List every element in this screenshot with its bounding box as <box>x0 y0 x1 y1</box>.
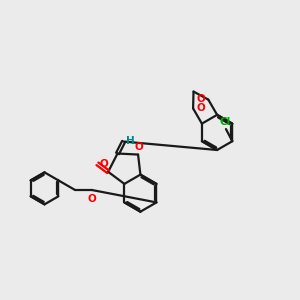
Text: O: O <box>100 159 108 170</box>
Text: O: O <box>196 94 205 104</box>
Text: H: H <box>126 136 135 146</box>
Text: O: O <box>135 142 143 152</box>
Text: O: O <box>196 103 205 113</box>
Text: O: O <box>87 194 96 204</box>
Text: Cl: Cl <box>220 116 231 127</box>
